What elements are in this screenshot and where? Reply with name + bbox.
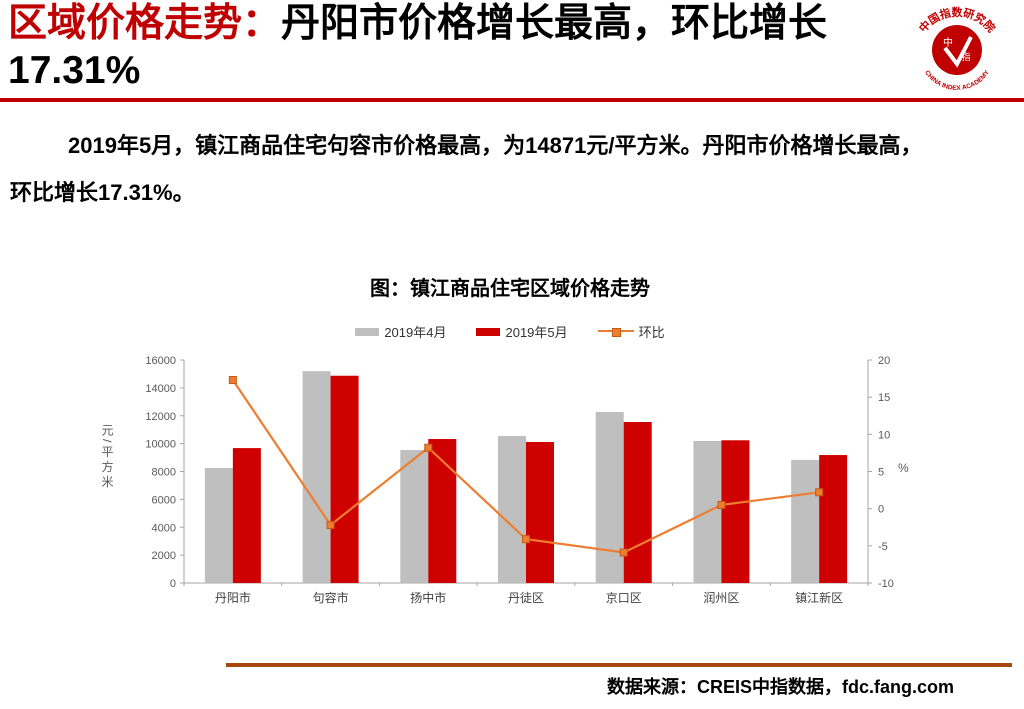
april-bar-swatch-icon [355,327,380,336]
may-bar-swatch-icon [476,327,501,336]
page-title: 区域价格走势：丹阳市价格增长最高，环比增长 17.31% [8,0,913,94]
logo-char-right: 指 [961,51,970,62]
right-axis-tick-label: 0 [878,504,884,516]
bar-2019年4月-句容市 [302,371,331,583]
logo-circle-icon [932,25,982,75]
bar-2019年4月-丹徒区 [498,435,526,583]
legend-label-april: 2019年4月 [384,325,447,340]
chart-title: 图：镇江商品住宅区域价格走势 [370,278,650,300]
logo-check-icon [943,36,973,68]
bar-2019年5月-润州区 [721,440,750,583]
right-axis-tick-label: -5 [878,541,888,553]
price-trend-chart: 0 2000 4000 6000 8000 10000 12000 14000 16000 -10… [145,355,894,605]
category-label: 扬中市 [410,590,446,605]
right-axis-title: % [898,461,909,475]
bar-2019年4月-丹阳市 [204,468,233,583]
right-axis-tick-label: 5 [878,467,884,479]
left-axis-tick-label: 6000 [152,494,176,506]
mom-line-marker [326,521,335,530]
page-title-line1: 丹阳市价格增长最高，环比增长 [281,2,828,45]
right-axis-tick-label: -10 [878,578,894,590]
category-label: 润州区 [703,591,739,605]
summary-paragraph: 2019年5月，镇江商品住宅句容市价格最高，为14871元/平方米。丹阳市价格增… [10,122,1010,216]
left-axis-tick-label: 2000 [152,550,176,562]
legend-label-mom: 环比 [638,325,665,340]
category-label: 句容市 [313,590,349,605]
data-source-text: 数据来源：CREIS中指数据，fdc.fang.com [606,677,954,697]
right-axis-tick-label: 20 [878,355,890,367]
left-axis-tick-label: 12000 [145,411,176,423]
legend-label-may: 2019年5月 [505,325,568,340]
legend-item-may: 2019年5月 [476,322,568,341]
page-title-line2: 17.31% [8,49,141,92]
left-axis-title: 元/平方米 [100,424,114,491]
left-axis-tick-label: 4000 [152,522,176,534]
category-label: 丹徒区 [508,591,544,605]
logo-char-left: 中 [943,36,953,49]
left-axis-tick-label: 16000 [145,355,176,367]
bar-2019年5月-句容市 [330,375,359,583]
mom-line-marker [815,488,824,497]
category-label: 京口区 [606,591,642,605]
legend-item-mom: 环比 [597,322,665,341]
category-label: 镇江新区 [795,590,843,605]
bar-2019年5月-扬中市 [428,439,457,583]
bar-2019年4月-镇江新区 [791,459,820,583]
summary-line1: 2019年5月，镇江商品住宅句容市价格最高，为14871元/平方米。丹阳市价格增… [68,133,923,158]
left-axis-tick-label: 10000 [145,439,176,451]
right-axis-tick-label: 10 [878,429,890,441]
header-divider [0,98,1024,102]
category-label: 丹阳市 [215,590,251,605]
right-axis-tick-label: 15 [878,392,890,404]
chart-legend: 2019年4月 2019年5月 环比 [60,322,960,341]
left-axis-tick-label: 0 [170,578,176,590]
left-axis-tick-label: 14000 [145,383,176,395]
bar-2019年4月-京口区 [595,411,624,583]
mom-line-marker [228,375,237,384]
bar-2019年5月-京口区 [623,422,652,583]
footer-divider [226,663,1012,667]
legend-item-april: 2019年4月 [355,322,446,341]
mom-line-swatch-icon [597,327,634,337]
mom-line-marker [522,535,530,544]
bar-2019年4月-扬中市 [400,450,429,583]
summary-line2: 环比增长17.31%。 [10,180,195,205]
china-index-academy-logo: 中国指数研究院 CHINA INDEX ACADEMY 中 指 [916,5,998,92]
bar-2019年5月-丹阳市 [232,448,261,583]
mom-line-marker [717,500,726,509]
bar-2019年5月-丹徒区 [526,441,554,583]
page-title-accent: 区域价格走势： [8,2,282,45]
mom-line-marker [619,548,628,557]
bar-2019年5月-镇江新区 [819,455,848,583]
mom-line-marker [424,443,433,452]
left-axis-tick-label: 8000 [152,467,176,479]
